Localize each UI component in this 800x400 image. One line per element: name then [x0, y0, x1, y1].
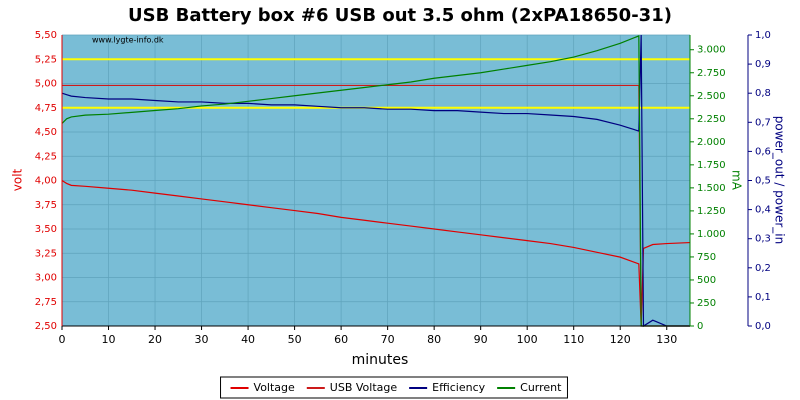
- chart-title: USB Battery box #6 USB out 3.5 ohm (2xPA…: [128, 5, 672, 26]
- y2-tick-label: 2.000: [697, 137, 726, 148]
- series-line: [61, 179, 691, 327]
- x-tick-label: 60: [334, 333, 348, 346]
- legend: Voltage USB Voltage Efficiency Current: [220, 376, 568, 399]
- y-tick-label: 3,00: [35, 273, 57, 284]
- y2-tick-label: 750: [697, 252, 716, 263]
- y3-tick-label: 0,9: [755, 59, 771, 70]
- y-tick-label: 4,50: [35, 127, 57, 138]
- series-line: [61, 35, 690, 327]
- x-tick-label: 100: [517, 333, 538, 346]
- y-tick-label: 5,25: [35, 54, 57, 65]
- y3-tick-label: 0,0: [755, 321, 771, 332]
- x-tick-label: 130: [656, 333, 677, 346]
- x-axis-label: minutes: [352, 352, 409, 368]
- y3-tick-label: 0,8: [755, 88, 771, 99]
- y3-tick-label: 0,2: [755, 263, 771, 274]
- y-tick-label: 4,00: [35, 176, 57, 187]
- y2-axis-label: mA: [730, 170, 744, 191]
- x-tick-label: 40: [241, 333, 255, 346]
- y-tick-label: 3,50: [35, 224, 57, 235]
- y2-tick-label: 2.500: [697, 91, 726, 102]
- x-tick-label: 10: [102, 333, 116, 346]
- legend-label: Efficiency: [432, 381, 485, 394]
- y-tick-label: 2,50: [35, 321, 57, 332]
- x-tick-label: 90: [474, 333, 488, 346]
- y3-tick-label: 0,4: [755, 205, 771, 216]
- y3-tick-label: 0,3: [755, 234, 771, 245]
- y2-tick-label: 2.750: [697, 68, 726, 79]
- y3-tick-label: 1,0: [755, 30, 771, 41]
- x-tick-label: 120: [610, 333, 631, 346]
- series-line: [62, 84, 690, 327]
- y-tick-label: 4,75: [35, 103, 57, 114]
- y2-tick-label: 3.000: [697, 45, 726, 56]
- y2-tick-label: 500: [697, 275, 716, 286]
- legend-label: Voltage: [254, 381, 295, 394]
- y-tick-label: 4,25: [35, 151, 57, 162]
- y3-tick-label: 0,5: [755, 176, 771, 187]
- y-axis-label: volt: [11, 168, 25, 191]
- x-tick-label: 70: [381, 333, 395, 346]
- y3-tick-label: 0,7: [755, 117, 771, 128]
- y2-tick-label: 1.000: [697, 229, 726, 240]
- x-tick-label: 20: [148, 333, 162, 346]
- y2-tick-label: 1.250: [697, 206, 726, 217]
- x-tick-label: 80: [427, 333, 441, 346]
- y2-tick-label: 1.750: [697, 160, 726, 171]
- x-tick-label: 110: [563, 333, 584, 346]
- x-tick-label: 50: [288, 333, 302, 346]
- y2-tick-label: 1.500: [697, 183, 726, 194]
- y-tick-label: 5,50: [35, 30, 57, 41]
- y-tick-label: 5,00: [35, 79, 57, 90]
- y3-tick-label: 0,6: [755, 146, 771, 157]
- y3-tick-label: 0,1: [755, 292, 771, 303]
- legend-label: USB Voltage: [330, 381, 398, 394]
- x-tick-label: 0: [59, 333, 66, 346]
- y-tick-label: 2,75: [35, 297, 57, 308]
- legend-label: Current: [520, 381, 562, 394]
- y2-tick-label: 250: [697, 298, 716, 309]
- x-tick-label: 30: [195, 333, 209, 346]
- y-tick-label: 3,75: [35, 200, 57, 211]
- legend-box: [220, 376, 568, 399]
- series-line: [61, 34, 690, 328]
- y2-tick-label: 0: [697, 321, 703, 332]
- y-tick-label: 3,25: [35, 248, 57, 259]
- y3-axis-label: power_out / power_in: [773, 116, 787, 244]
- y2-tick-label: 2.250: [697, 114, 726, 125]
- annotation: www.lygte-info.dk: [92, 36, 164, 45]
